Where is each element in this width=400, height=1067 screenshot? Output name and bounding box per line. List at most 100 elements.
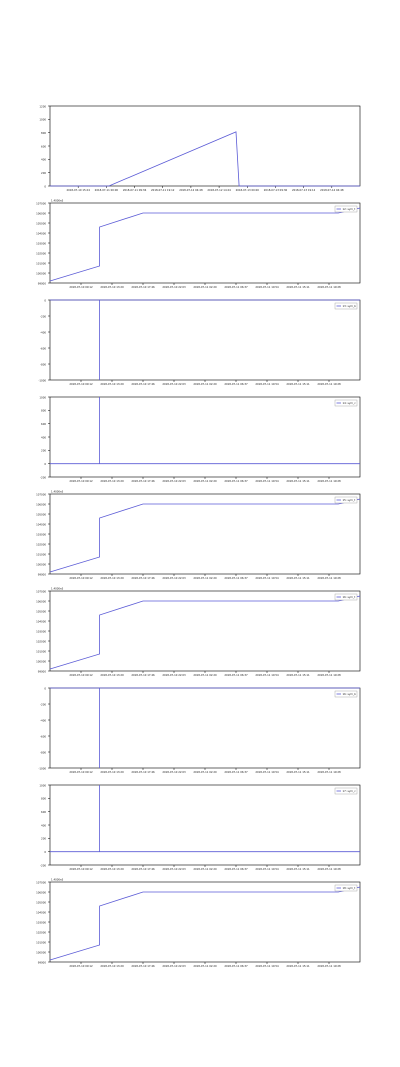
y-tick-label: 105000 (36, 512, 46, 516)
legend-box (334, 787, 358, 795)
y-tick-label: 400 (41, 435, 46, 439)
y-tick-label: 1000 (39, 783, 46, 787)
series-line (50, 397, 360, 465)
x-tick-label: 2018-07-11 06:37 (224, 867, 248, 871)
x-tick-label: 2018-07-11 02:20 (193, 673, 217, 677)
y-tick-label: 1000 (39, 395, 46, 399)
x-tick-label: 2018-07-11 02:20 (193, 576, 217, 580)
y-tick-label: 101000 (36, 940, 46, 944)
chart-1: 0 200 400 600 800 1000 1200 2018-07-10 15:24 201… (39, 104, 361, 192)
legend-label: 15: sym_t (343, 498, 356, 502)
y-tick-label: 107000 (36, 880, 46, 884)
plot-frame (49, 493, 361, 575)
x-tick-label: 2018-07-10 13:29 (100, 479, 124, 483)
y-tick-label: 105000 (36, 900, 46, 904)
x-tick-label: 2018-07-11 19:28 (317, 576, 341, 580)
legend-box (334, 593, 358, 601)
x-tick-label: 2018-07-11 19:28 (317, 964, 341, 968)
x-tick-label: 2018-07-10 13:29 (100, 867, 124, 871)
y-tick-label: 103000 (36, 241, 46, 245)
legend-box (334, 302, 358, 310)
x-tick-label: 2018-07-11 02:20 (193, 867, 217, 871)
y-tick-label: 200 (41, 837, 46, 841)
y-tick-label: 600 (41, 422, 46, 426)
y-tick-label: 99000 (38, 669, 47, 673)
y-tick-label: 103000 (36, 532, 46, 536)
x-tick-label: 2018-07-11 15:11 (286, 382, 310, 386)
y-tick-label: -200 (40, 314, 46, 318)
x-tick-label: 2018-07-11 06:37 (224, 576, 248, 580)
y-tick-label: 101000 (36, 649, 46, 653)
x-tick-label: 2018-07-11 06:37 (224, 964, 248, 968)
x-tick-label: 2018-07-10 17:46 (131, 479, 155, 483)
y-tick-label: 101000 (36, 261, 46, 265)
y-tick-label: 0 (44, 184, 46, 188)
x-tick-label: 2018-07-10 09:12 (69, 479, 93, 483)
y-tick-label: 600 (41, 144, 46, 148)
x-tick-label: 2018-07-10 17:46 (131, 867, 155, 871)
x-tick-label: 2018-07-11 19:28 (317, 770, 341, 774)
x-tick-label: 2018-07-10 22:03 (162, 964, 186, 968)
x-tick-label: 2018-07-10 22:03 (162, 285, 186, 289)
y-tick-label: 102000 (36, 930, 46, 934)
y-tick-label: -400 (40, 330, 46, 334)
axis-offset-label: 1.4000e3 (51, 490, 64, 494)
y-tick-label: 106000 (36, 502, 46, 506)
y-tick-label: -400 (40, 718, 46, 722)
x-tick-label: 2018-07-10 09:12 (69, 673, 93, 677)
y-tick-label: 107000 (36, 492, 46, 496)
x-tick-label: 2018-07-10 09:12 (69, 382, 93, 386)
y-tick-label: 103000 (36, 629, 46, 633)
y-tick-label: 1200 (39, 104, 46, 108)
x-tick-label: 2018-07-11 06:37 (224, 479, 248, 483)
axis-offset-label: 1.4000e3 (51, 587, 64, 591)
y-tick-label: 103000 (36, 920, 46, 924)
x-tick-label: 2018-07-11 19:12 (151, 188, 175, 192)
y-tick-label: 104000 (36, 910, 46, 914)
y-tick-label: -600 (40, 346, 46, 350)
x-tick-label: 2018-07-12 04:48 (179, 188, 203, 192)
x-tick-label: 2018-07-10 13:29 (100, 770, 124, 774)
legend-box (334, 884, 358, 892)
chart-3: 0 -200 -400 -600 -800 -1000 2018-07-10 09:12 20… (38, 298, 361, 386)
x-tick-label: 2018-07-11 15:11 (286, 867, 310, 871)
x-tick-label: 2018-07-11 06:37 (224, 673, 248, 677)
y-tick-label: 102000 (36, 639, 46, 643)
x-tick-label: 2018-07-10 09:12 (69, 285, 93, 289)
x-tick-label: 2018-07-11 06:37 (224, 770, 248, 774)
y-tick-label: -1000 (38, 766, 46, 770)
y-tick-label: 1000 (39, 118, 46, 122)
x-tick-label: 2018-07-10 17:46 (131, 673, 155, 677)
y-tick-label: 0 (44, 298, 46, 302)
series-line (50, 299, 360, 380)
y-tick-label: 100000 (36, 562, 46, 566)
y-tick-label: 800 (41, 797, 46, 801)
y-tick-label: -800 (40, 750, 46, 754)
y-tick-label: -200 (40, 475, 46, 479)
x-tick-label: 2018-07-10 13:29 (100, 285, 124, 289)
chart-7: 0 -200 -400 -600 -800 -1000 2018-07-10 09:12 20… (38, 686, 361, 774)
x-tick-label: 2018-07-10 17:46 (131, 285, 155, 289)
x-tick-label: 2018-07-11 15:11 (286, 285, 310, 289)
x-tick-label: 2018-07-11 15:11 (286, 964, 310, 968)
x-tick-label: 2018-07-13 09:36 (264, 188, 288, 192)
x-tick-label: 2018-07-10 22:03 (162, 576, 186, 580)
x-tick-label: 2018-07-10 17:46 (131, 770, 155, 774)
x-tick-label: 2018-07-11 15:11 (286, 576, 310, 580)
x-tick-label: 2018-07-10 17:46 (131, 576, 155, 580)
x-tick-label: 2018-07-11 02:20 (193, 770, 217, 774)
y-tick-label: 102000 (36, 542, 46, 546)
x-tick-label: 2018-07-11 19:28 (317, 382, 341, 386)
x-tick-label: 2018-07-11 19:28 (317, 285, 341, 289)
y-tick-label: 105000 (36, 609, 46, 613)
x-tick-label: 2018-07-10 13:29 (100, 576, 124, 580)
y-tick-label: 105000 (36, 221, 46, 225)
legend-label: 12: sym_t (343, 207, 356, 211)
x-tick-label: 2018-07-10 09:12 (69, 576, 93, 580)
y-tick-label: 104000 (36, 231, 46, 235)
x-tick-label: 2018-07-10 09:12 (69, 867, 93, 871)
y-tick-label: 99000 (38, 960, 47, 964)
legend-label: 14: sym_c (343, 401, 357, 405)
y-tick-label: 101000 (36, 552, 46, 556)
y-tick-label: 107000 (36, 589, 46, 593)
